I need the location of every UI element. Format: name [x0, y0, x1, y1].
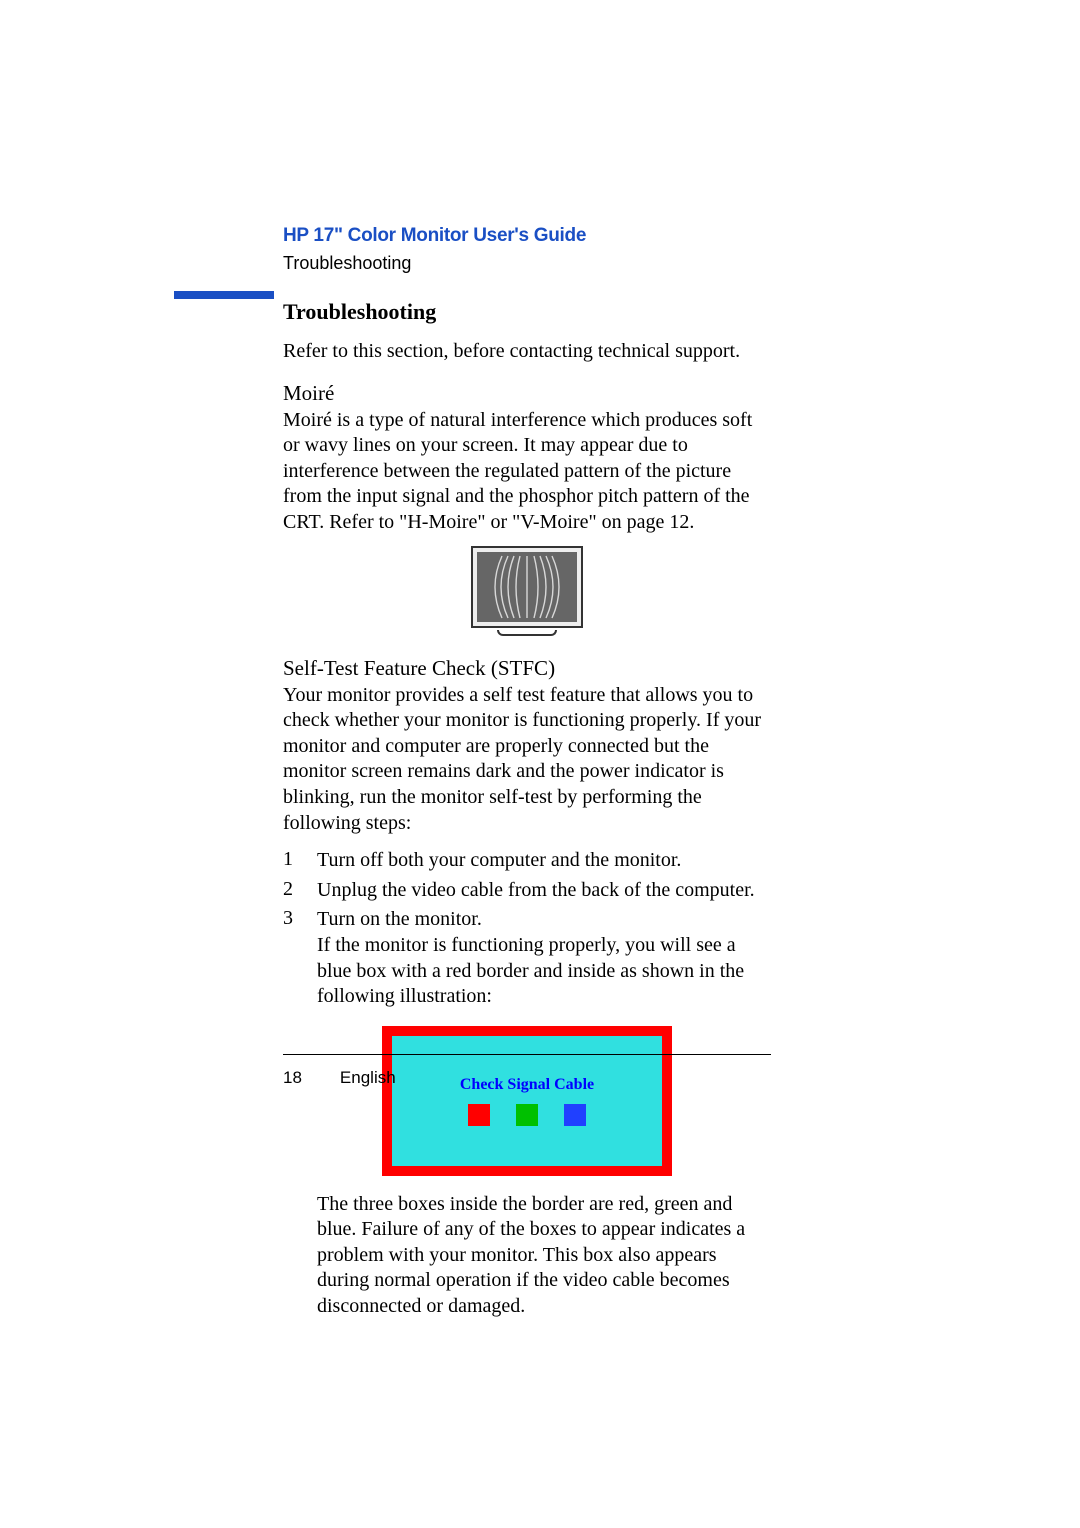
stfc-figure: Check Signal Cable: [283, 1026, 771, 1176]
stfc-outer-box: Check Signal Cable: [382, 1026, 672, 1176]
intro-text: Refer to this section, before contacting…: [283, 339, 771, 365]
list-item: 3 Turn on the monitor. If the monitor is…: [283, 907, 771, 1009]
moire-figure: [283, 546, 771, 640]
step-number: 2: [283, 878, 317, 904]
footer-rule: [283, 1054, 771, 1055]
moire-text: Moiré is a type of natural interference …: [283, 408, 771, 536]
stfc-box-blue: [564, 1104, 586, 1126]
accent-bar: [174, 291, 274, 299]
step-text: Turn off both your computer and the moni…: [317, 848, 771, 874]
moire-wave-icon: [482, 554, 572, 620]
step-number: 1: [283, 848, 317, 874]
stfc-steps: 1 Turn off both your computer and the mo…: [283, 848, 771, 1010]
step-text-cont: If the monitor is functioning properly, …: [317, 934, 744, 1007]
stfc-inner-box: Check Signal Cable: [392, 1036, 662, 1166]
stfc-box-red: [468, 1104, 490, 1126]
guide-section: Troubleshooting: [283, 253, 803, 274]
page: HP 17" Color Monitor User's Guide Troubl…: [0, 0, 1080, 1528]
page-footer: 18 English: [283, 1068, 396, 1088]
stfc-after-text: The three boxes inside the border are re…: [317, 1192, 771, 1320]
guide-title: HP 17" Color Monitor User's Guide: [283, 225, 803, 247]
page-language: English: [340, 1068, 396, 1088]
step-text-line: Turn on the monitor.: [317, 908, 482, 930]
list-item: 2 Unplug the video cable from the back o…: [283, 878, 771, 904]
crt-monitor-icon: [471, 546, 583, 640]
step-text: Unplug the video cable from the back of …: [317, 878, 771, 904]
heading-stfc: Self-Test Feature Check (STFC): [283, 656, 771, 681]
stfc-label: Check Signal Cable: [460, 1076, 594, 1094]
heading-moire: Moiré: [283, 381, 771, 406]
list-item: 1 Turn off both your computer and the mo…: [283, 848, 771, 874]
page-number: 18: [283, 1068, 302, 1088]
step-text: Turn on the monitor. If the monitor is f…: [317, 907, 771, 1009]
stfc-box-green: [516, 1104, 538, 1126]
content-column: Troubleshooting Refer to this section, b…: [283, 299, 771, 1320]
stfc-color-boxes: [468, 1104, 586, 1126]
page-header: HP 17" Color Monitor User's Guide Troubl…: [283, 225, 803, 274]
stfc-text: Your monitor provides a self test featur…: [283, 683, 771, 837]
heading-troubleshooting: Troubleshooting: [283, 299, 771, 325]
step-number: 3: [283, 907, 317, 1009]
